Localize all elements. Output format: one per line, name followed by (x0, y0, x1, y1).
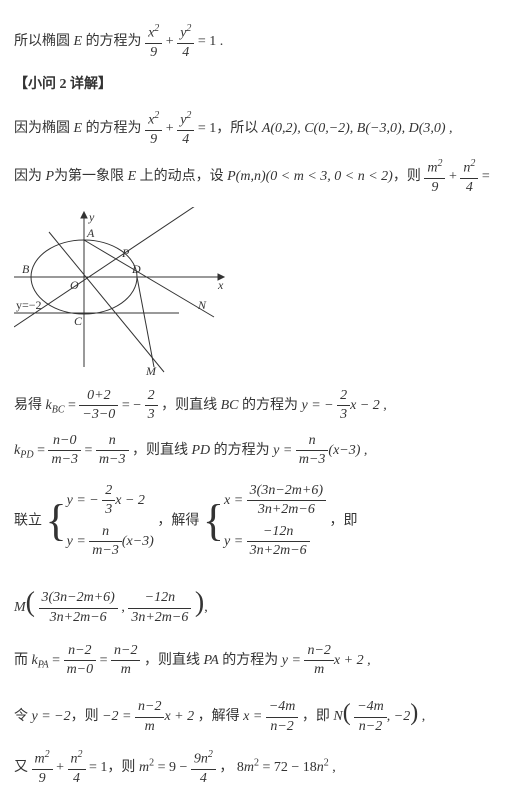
fig-y2: y=−2 (16, 298, 42, 312)
line-last: 又 m29 + n24 = 1，则 m2 = 9 − 9n24 ， 8m2 = … (14, 748, 518, 788)
line-2: 因为椭圆 E 的方程为 x29 + y24 = 1，所以 A(0,2), C(0… (14, 109, 518, 149)
fig-y: y (88, 210, 95, 224)
line-1: 所以椭圆 E 的方程为 x29 + y24 = 1 . (14, 22, 518, 62)
fig-A: A (86, 226, 95, 240)
fig-x: x (217, 278, 224, 292)
line-3: 因为 P为第一象限 E 上的动点，设 P(m,n)(0 < m < 3, 0 <… (14, 157, 518, 197)
fig-M: M (145, 364, 157, 377)
line-kpa: 而 kPA = n−2m−0 = n−2m ，则直线 PA 的方程为 y = n… (14, 642, 518, 679)
fig-B: B (22, 262, 30, 276)
line-system: 联立 { y = − 23x − 2 y = nm−3(x−3) ，解得 { x… (14, 478, 518, 565)
fig-O: O (70, 278, 79, 292)
fig-D: D (131, 262, 141, 276)
fig-N: N (197, 298, 207, 312)
subheading: 【小问 2 详解】 (14, 70, 518, 101)
line-kpd: kPD = n−0m−3 = nm−3 ，则直线 PD 的方程为 y = nm−… (14, 432, 518, 469)
line-N: 令 y = −2，则 −2 = n−2mx + 2 ，解得 x = −4mn−2… (14, 687, 518, 740)
line-M: M( 3(3n−2m+6)3n+2m−6 , −12n3n+2m−6 ), (14, 572, 518, 634)
fig-C: C (74, 314, 83, 328)
fig-P: P (121, 246, 130, 260)
line-kbc: 易得 kBC = 0+2−3−0 = − 23 ，则直线 BC 的方程为 y =… (14, 387, 518, 424)
ellipse-figure: y x A B C D P O M N y=−2 (14, 207, 234, 377)
